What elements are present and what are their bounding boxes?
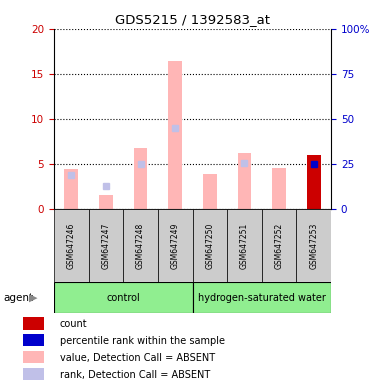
Bar — [307, 155, 321, 209]
Bar — [54, 209, 89, 282]
Text: GSM647253: GSM647253 — [309, 223, 318, 269]
Bar — [99, 195, 113, 209]
Bar — [23, 317, 44, 330]
Bar — [296, 209, 331, 282]
Text: hydrogen-saturated water: hydrogen-saturated water — [198, 293, 326, 303]
Bar — [203, 174, 217, 209]
Text: agent: agent — [4, 293, 34, 303]
Bar — [134, 148, 147, 209]
Text: GSM647251: GSM647251 — [240, 223, 249, 269]
Text: GSM647246: GSM647246 — [67, 223, 76, 269]
Bar — [23, 367, 44, 381]
Text: GSM647247: GSM647247 — [101, 223, 110, 269]
Text: ▶: ▶ — [28, 293, 37, 303]
Bar — [64, 169, 78, 209]
Text: control: control — [106, 293, 140, 303]
Bar — [192, 209, 227, 282]
Text: GSM647248: GSM647248 — [136, 223, 145, 269]
Bar — [168, 61, 182, 209]
Bar — [158, 209, 192, 282]
Text: percentile rank within the sample: percentile rank within the sample — [60, 336, 225, 346]
Bar — [89, 209, 123, 282]
Bar — [123, 209, 158, 282]
Text: count: count — [60, 319, 87, 329]
Bar — [192, 282, 331, 313]
Text: rank, Detection Call = ABSENT: rank, Detection Call = ABSENT — [60, 370, 210, 380]
Text: GSM647252: GSM647252 — [275, 223, 284, 269]
Bar — [262, 209, 296, 282]
Text: GSM647250: GSM647250 — [205, 223, 214, 269]
Bar — [23, 351, 44, 363]
Text: value, Detection Call = ABSENT: value, Detection Call = ABSENT — [60, 353, 215, 363]
Bar — [227, 209, 262, 282]
Text: GSM647249: GSM647249 — [171, 223, 180, 269]
Bar — [54, 282, 192, 313]
Bar — [272, 168, 286, 209]
Bar — [23, 334, 44, 346]
Bar — [307, 155, 321, 209]
Bar — [238, 153, 251, 209]
Title: GDS5215 / 1392583_at: GDS5215 / 1392583_at — [115, 13, 270, 26]
